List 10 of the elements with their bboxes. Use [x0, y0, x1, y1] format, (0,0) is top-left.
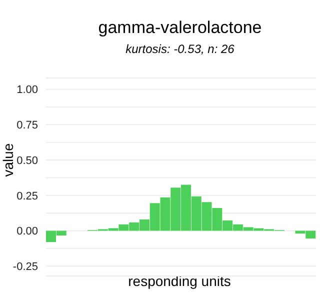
- y-tick-label: 1.00: [16, 84, 38, 96]
- x-axis-title: responding units: [127, 273, 232, 289]
- y-tick-label: 0.25: [16, 190, 38, 202]
- y-tick-label: 0.75: [16, 120, 38, 132]
- y-tick-label: 0.00: [16, 226, 38, 238]
- chart-subtitle: kurtosis: -0.53, n: 26: [124, 42, 236, 56]
- y-tick-label: -0.25: [12, 261, 38, 274]
- chart-title: gamma-valerolactone: [97, 18, 263, 38]
- y-axis-title: value: [0, 143, 16, 177]
- y-tick-label: 0.50: [16, 154, 38, 167]
